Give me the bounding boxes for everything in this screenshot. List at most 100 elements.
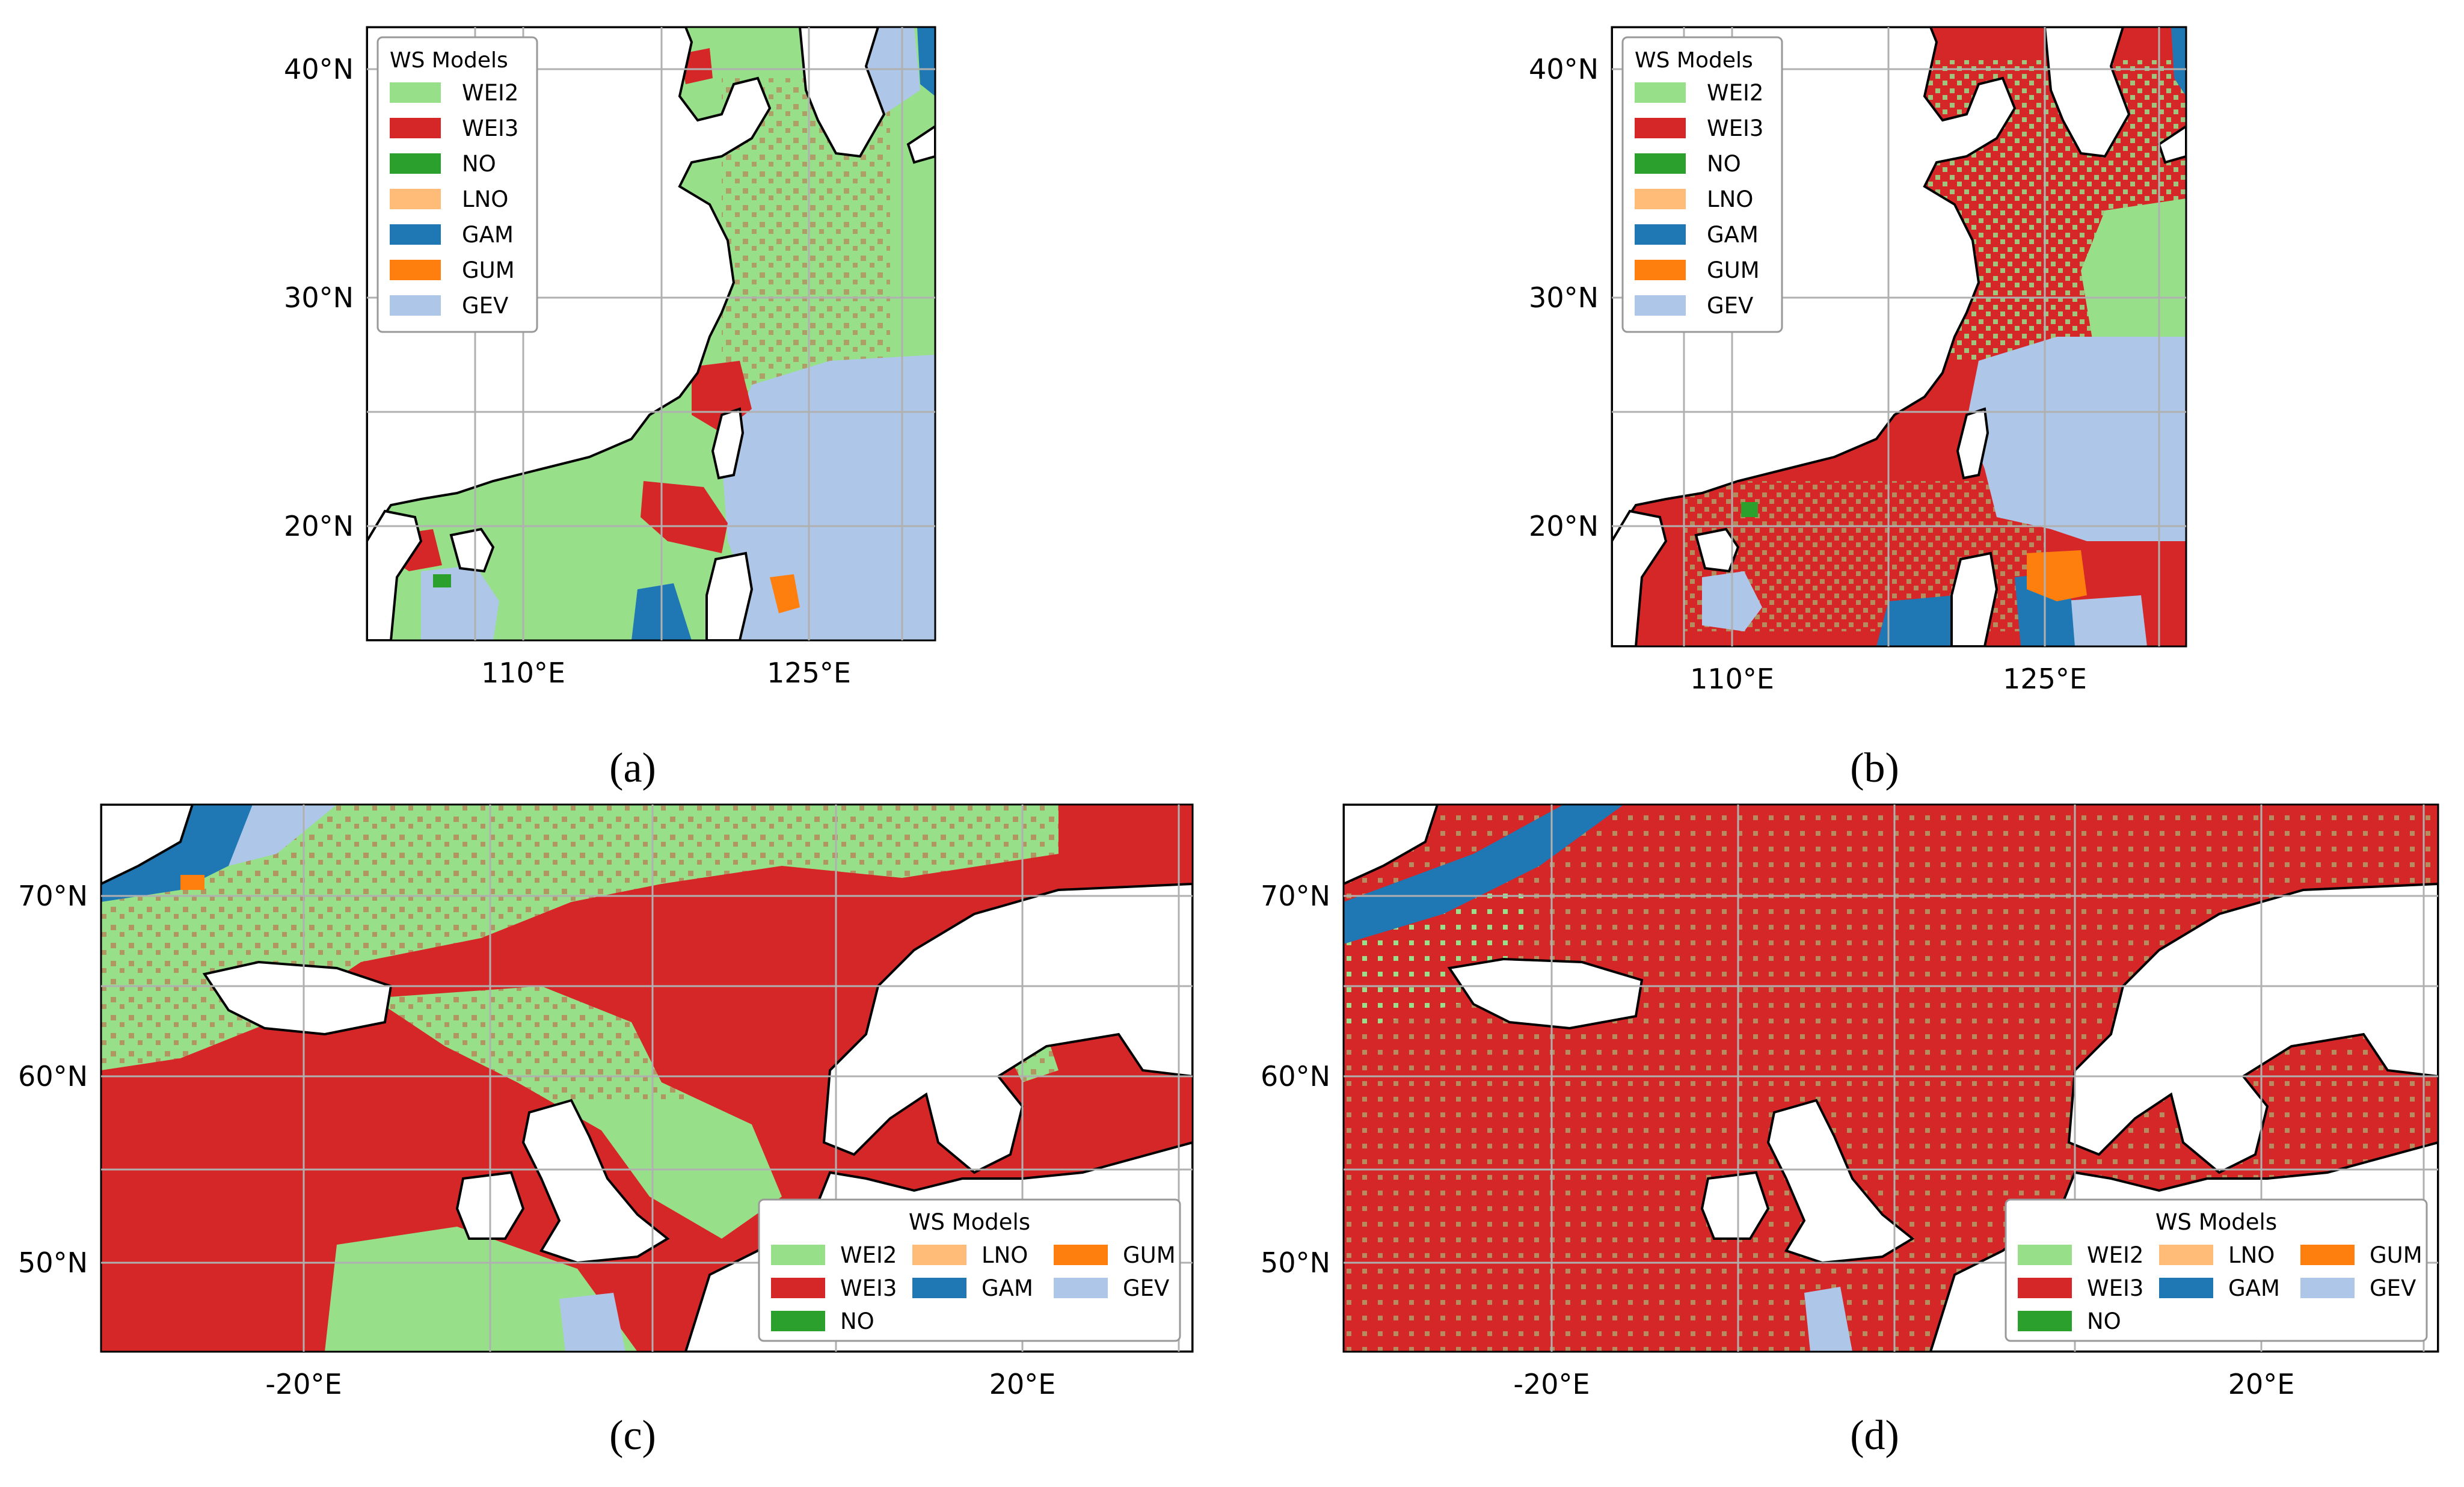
lat-tick-label: 70°N — [18, 880, 88, 912]
gev-biscay-d — [1804, 1287, 1852, 1352]
legend-title: WS Models — [2155, 1209, 2277, 1235]
legend-swatch-gum — [1054, 1245, 1108, 1265]
lon-tick-label: -20°E — [1513, 1368, 1590, 1400]
legend-label-gum: GUM — [1123, 1242, 1176, 1268]
panel-label-a: (a) — [609, 745, 656, 791]
land-japan-a — [906, 124, 935, 164]
legend-label-gam: GAM — [462, 222, 514, 248]
lon-tick-label: 125°E — [767, 657, 851, 689]
legend-title: WS Models — [1635, 48, 1753, 73]
legend-label-no: NO — [2087, 1308, 2121, 1334]
legend-label-gam: GAM — [1707, 222, 1759, 248]
land-iceland-d — [1447, 957, 1644, 1030]
gam-korea-b — [2171, 27, 2186, 96]
panel-label-c: (c) — [609, 1412, 656, 1459]
gum-greenland-c — [180, 875, 204, 890]
lat-tick-label: 60°N — [1261, 1060, 1330, 1093]
land-taiwan-a — [711, 407, 745, 480]
legend-c: WS Models WEI2 WEI3 NO LNO GAM GUM GEV — [758, 1198, 1181, 1342]
legend-title: WS Models — [909, 1209, 1030, 1235]
graticule-d — [1344, 805, 2438, 1352]
legend-label-lno: LNO — [982, 1242, 1028, 1268]
legend-title: WS Models — [390, 48, 508, 73]
legend-label-gam: GAM — [2228, 1275, 2280, 1301]
legend-label-wei3: WEI3 — [1707, 115, 1763, 141]
legend-swatch-wei3 — [390, 118, 441, 138]
gam-scs-b — [1876, 595, 1961, 646]
lat-tick-label: 60°N — [18, 1060, 88, 1093]
legend-swatch-gam — [1635, 224, 1686, 245]
legend-frame — [1621, 36, 1783, 333]
legend-swatch-wei2 — [1635, 82, 1686, 103]
legend-swatch-gev — [2300, 1278, 2355, 1298]
land-greenland-c — [101, 805, 194, 886]
gev-region-b — [1967, 337, 2186, 541]
land-korea-b — [2043, 27, 2131, 158]
legend-label-wei3: WEI3 — [2087, 1275, 2143, 1301]
legend-swatch-no — [390, 153, 441, 174]
legend-label-wei2: WEI2 — [840, 1242, 897, 1268]
legend-label-gum: GUM — [1707, 257, 1760, 283]
gam-greenland-d — [1344, 805, 1624, 944]
legend-swatch-no — [2018, 1311, 2072, 1331]
lat-tick-label: 50°N — [18, 1246, 88, 1279]
land-luzon-a — [705, 551, 754, 640]
legend-b: WS Models WEI2 WEI3 NO LNO GAM GUM GEV — [1621, 36, 1783, 333]
land-ireland-d — [1700, 1171, 1770, 1240]
lat-tick-label: 70°N — [1261, 880, 1330, 912]
legend-swatch-gev — [1054, 1278, 1108, 1298]
lat-tick-label: 40°N — [1529, 53, 1599, 85]
land-scandinavia-d — [2067, 882, 2438, 1174]
no-patch-a — [433, 574, 451, 587]
legend-label-gam: GAM — [982, 1275, 1033, 1301]
lat-tick-label: 30°N — [1529, 281, 1599, 314]
legend-swatch-gev — [390, 295, 441, 316]
legend-swatch-wei3 — [771, 1278, 825, 1298]
land-korea-a — [798, 27, 886, 158]
land-taiwan-b — [1956, 407, 1989, 480]
legend-swatch-lno — [390, 189, 441, 209]
legend-swatch-wei3 — [2018, 1278, 2072, 1298]
legend-label-gev: GEV — [2370, 1275, 2416, 1301]
legend-swatch-gam — [390, 224, 441, 245]
lon-tick-label: 20°E — [989, 1368, 1056, 1400]
legend-label-gev: GEV — [1123, 1275, 1169, 1301]
legend-swatch-lno — [2159, 1245, 2213, 1265]
gev-korea-a — [866, 27, 920, 114]
legend-swatch-gum — [1635, 260, 1686, 280]
legend-swatch-lno — [912, 1245, 966, 1265]
wei2-biscay-c — [325, 1227, 638, 1352]
legend-swatch-wei2 — [771, 1245, 825, 1265]
legend-label-gum: GUM — [462, 257, 515, 283]
legend-frame — [2005, 1198, 2428, 1342]
lat-tick-label: 50°N — [1261, 1246, 1330, 1279]
legend-label-no: NO — [840, 1308, 874, 1334]
legend-swatch-wei2 — [2018, 1245, 2072, 1265]
legend-frame — [758, 1198, 1181, 1342]
land-greenland-d — [1344, 805, 1439, 886]
gum-luzon-a — [770, 574, 800, 613]
legend-swatch-no — [771, 1311, 825, 1331]
legend-label-wei2: WEI2 — [462, 80, 518, 106]
land-iceland-c — [202, 960, 393, 1036]
land-britain-c — [521, 1099, 670, 1265]
gum-luzon-b — [2027, 550, 2087, 601]
land-hainan-a — [449, 527, 495, 573]
land-britain-d — [1766, 1099, 1915, 1265]
lat-tick-label: 20°N — [284, 510, 354, 542]
legend-label-wei2: WEI2 — [2087, 1242, 2143, 1268]
graticule-c — [101, 805, 1193, 1352]
gev-region-a — [722, 355, 935, 640]
lon-tick-label: 110°E — [481, 657, 565, 689]
legend-label-gev: GEV — [1707, 293, 1753, 319]
gev-biscay-c — [559, 1293, 625, 1352]
lon-tick-label: -20°E — [265, 1368, 342, 1400]
land-luzon-b — [1950, 551, 1999, 646]
no-patch-b — [1741, 502, 1758, 517]
panel-label-b: (b) — [1850, 745, 1899, 791]
lon-tick-label: 125°E — [2003, 663, 2087, 695]
legend-label-no: NO — [1707, 151, 1741, 177]
lon-tick-label: 110°E — [1690, 663, 1774, 695]
land-hainan-b — [1694, 527, 1740, 573]
